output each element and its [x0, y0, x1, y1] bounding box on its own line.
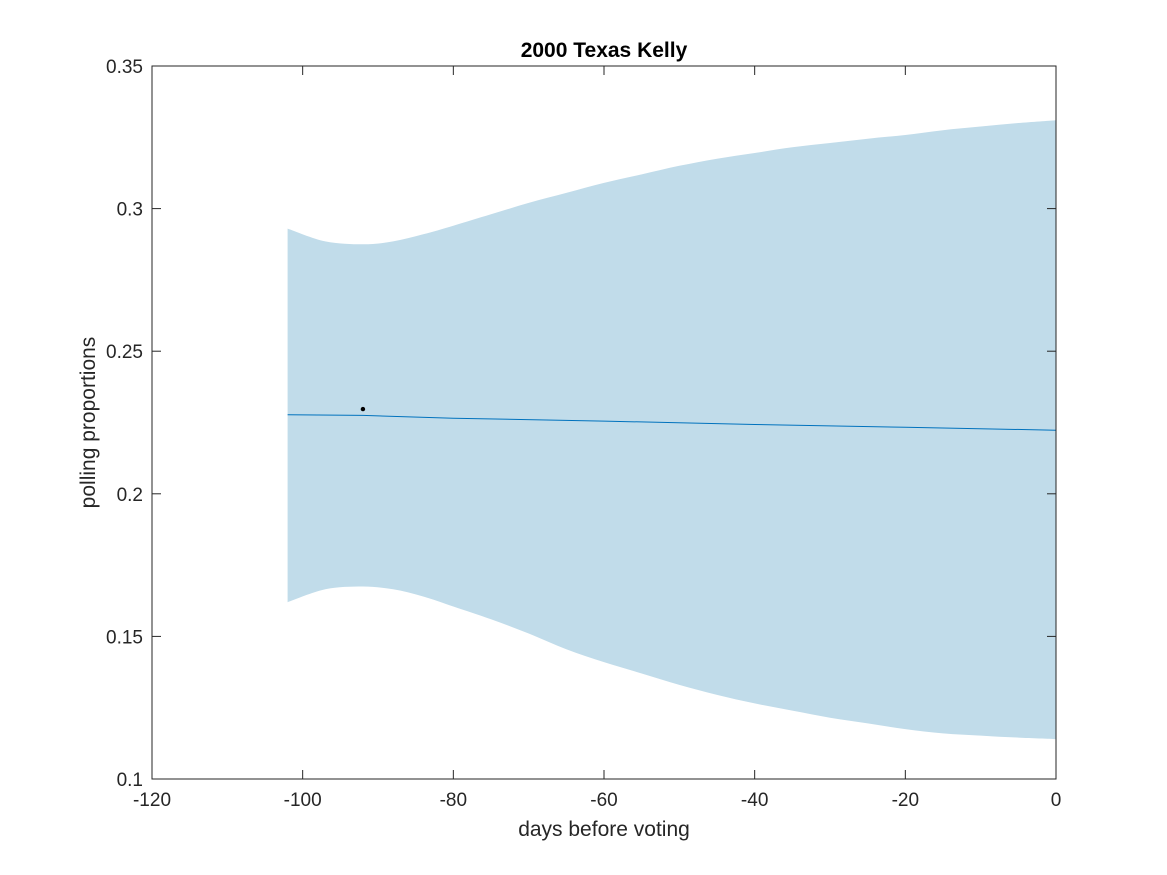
confidence-band [287, 120, 1057, 740]
y-tick-label: 0.1 [117, 770, 143, 791]
x-tick-label: -60 [590, 790, 617, 811]
x-axis: -120 -100 -80 -60 -40 -20 0 [133, 66, 1061, 811]
x-tick-label: -20 [892, 790, 919, 811]
data-point [360, 406, 366, 412]
y-tick-label: 0.3 [117, 200, 143, 221]
x-tick-label: -120 [133, 790, 171, 811]
y-tick-label: 0.2 [117, 485, 143, 506]
plot-area [287, 120, 1057, 740]
y-tick-label: 0.15 [106, 627, 143, 648]
x-axis-label: days before voting [518, 818, 690, 841]
y-tick-label: 0.35 [106, 57, 143, 78]
series-line [287, 414, 1057, 431]
x-tick-label: -100 [284, 790, 322, 811]
chart-title: 2000 Texas Kelly [521, 39, 688, 62]
x-tick-label: -80 [440, 790, 467, 811]
data-points [360, 406, 366, 412]
y-axis-label: polling proportions [77, 337, 100, 509]
y-axis: 0.1 0.15 0.2 0.25 0.3 0.35 [106, 57, 1056, 791]
y-tick-label: 0.25 [106, 342, 143, 363]
x-tick-label: 0 [1051, 790, 1062, 811]
x-tick-label: -40 [741, 790, 768, 811]
